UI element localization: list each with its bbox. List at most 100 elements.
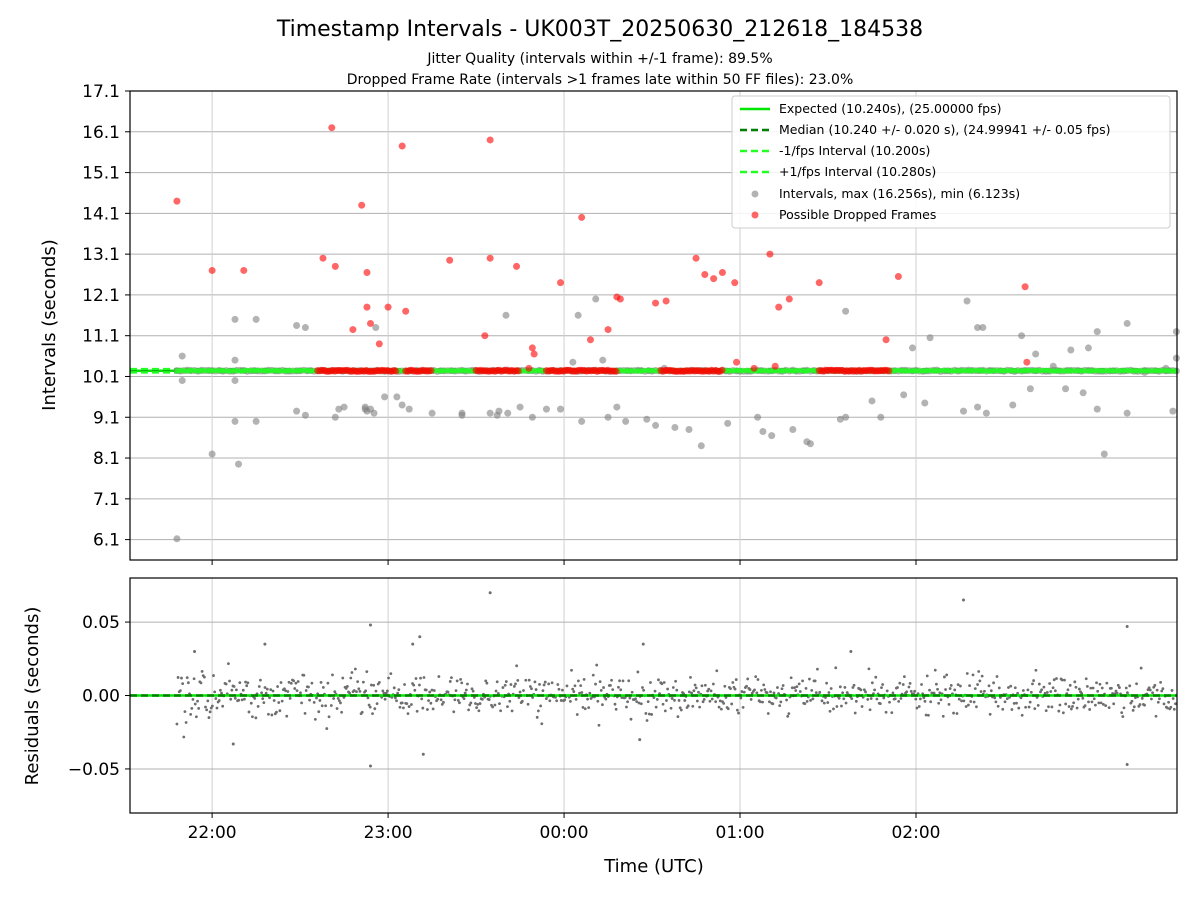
residual-point xyxy=(373,707,377,711)
residual-point xyxy=(677,699,681,702)
residual-point xyxy=(665,699,668,702)
residual-point xyxy=(1009,684,1013,688)
dropped-frame-point xyxy=(173,197,181,205)
residual-point xyxy=(233,696,237,700)
residual-point xyxy=(801,679,804,683)
residual-point xyxy=(832,707,835,711)
residual-point xyxy=(741,706,745,709)
residual-point xyxy=(470,687,474,691)
dropped-frame-point xyxy=(514,367,522,375)
residual-point xyxy=(221,704,225,708)
interval-point xyxy=(926,334,934,342)
residual-point xyxy=(687,690,691,694)
residual-point xyxy=(1028,700,1032,704)
residual-point xyxy=(560,688,564,692)
residual-point xyxy=(454,689,458,693)
residual-point xyxy=(1049,690,1053,693)
residual-point xyxy=(794,689,798,692)
interval-point xyxy=(252,417,260,425)
residual-point xyxy=(1043,691,1047,695)
residual-point xyxy=(1089,686,1093,690)
dropped-frame-point xyxy=(481,332,489,340)
residual-point xyxy=(241,688,245,692)
residual-point xyxy=(182,735,186,739)
residual-point xyxy=(978,679,982,683)
bottom-y-tick-label: 0.00 xyxy=(82,687,120,707)
residual-point xyxy=(355,690,358,694)
residual-point xyxy=(371,712,374,716)
residual-point xyxy=(642,688,645,692)
residual-point xyxy=(967,703,970,707)
interval-point xyxy=(173,535,181,543)
residual-point xyxy=(613,702,617,706)
interval-point xyxy=(252,315,260,323)
residual-point xyxy=(1034,668,1038,672)
interval-point xyxy=(1123,409,1131,417)
residual-point xyxy=(368,764,372,768)
residual-point xyxy=(175,722,179,726)
residual-point xyxy=(565,684,569,688)
residual-point xyxy=(1066,688,1070,692)
interval-point xyxy=(697,442,705,450)
interval-point xyxy=(528,413,536,421)
residual-point xyxy=(740,690,744,693)
residual-point xyxy=(653,689,657,693)
residual-point xyxy=(400,701,404,705)
residual-point xyxy=(1057,709,1061,713)
residual-point xyxy=(731,681,735,684)
interval-point xyxy=(900,391,908,399)
residual-point xyxy=(249,701,253,705)
residual-point xyxy=(953,688,957,692)
residual-point xyxy=(574,697,578,701)
residual-point xyxy=(657,678,660,682)
residual-point xyxy=(229,697,233,701)
residual-point xyxy=(1159,680,1162,684)
interval-point xyxy=(1079,389,1087,397)
residual-point xyxy=(992,681,995,685)
residual-point xyxy=(243,697,246,701)
dropped-frame-point xyxy=(427,367,435,375)
legend-label-intervals: Intervals, max (16.256s), min (6.123s) xyxy=(779,186,1020,201)
residual-point xyxy=(1029,690,1033,694)
residual-point xyxy=(1151,691,1154,695)
residual-point xyxy=(289,681,293,685)
chart-legend: Expected (10.240s), (25.00000 fps) Media… xyxy=(731,95,1171,229)
residual-point xyxy=(618,679,621,683)
residual-point xyxy=(1153,683,1157,687)
residual-point xyxy=(499,709,503,713)
residual-point xyxy=(181,682,185,686)
residual-point xyxy=(209,706,213,710)
top-y-tick-label: 7.1 xyxy=(93,490,120,510)
dropped-frame-point xyxy=(331,262,339,270)
residual-point xyxy=(1101,703,1105,706)
residual-point xyxy=(215,706,219,710)
top-y-tick-label: 14.1 xyxy=(82,204,120,224)
residual-point xyxy=(818,690,822,694)
residual-point xyxy=(637,701,641,705)
residual-point xyxy=(625,705,628,709)
residual-point xyxy=(308,698,312,702)
residual-point xyxy=(398,705,402,709)
residual-point xyxy=(1076,697,1080,701)
top-y-tick-label: 17.1 xyxy=(82,82,120,102)
residual-point xyxy=(816,667,819,671)
dropped-frame-point xyxy=(358,201,366,209)
residual-point xyxy=(960,699,963,703)
residual-point xyxy=(1143,703,1146,707)
residual-point xyxy=(199,681,203,685)
residual-point xyxy=(217,699,221,702)
residual-point xyxy=(361,680,365,684)
residual-point xyxy=(1019,696,1023,700)
residual-point xyxy=(923,699,927,703)
residual-point xyxy=(570,668,573,672)
residual-point xyxy=(325,727,329,730)
dropped-frame-point xyxy=(1023,358,1031,366)
residual-point xyxy=(778,704,782,707)
residual-point xyxy=(989,689,993,693)
residual-point xyxy=(1160,689,1164,693)
residual-point xyxy=(531,696,535,699)
residual-point xyxy=(1072,701,1076,705)
dropped-frame-point xyxy=(718,268,726,276)
legend-label-expected: Expected (10.240s), (25.00000 fps) xyxy=(779,101,1001,116)
residual-point xyxy=(392,686,396,690)
